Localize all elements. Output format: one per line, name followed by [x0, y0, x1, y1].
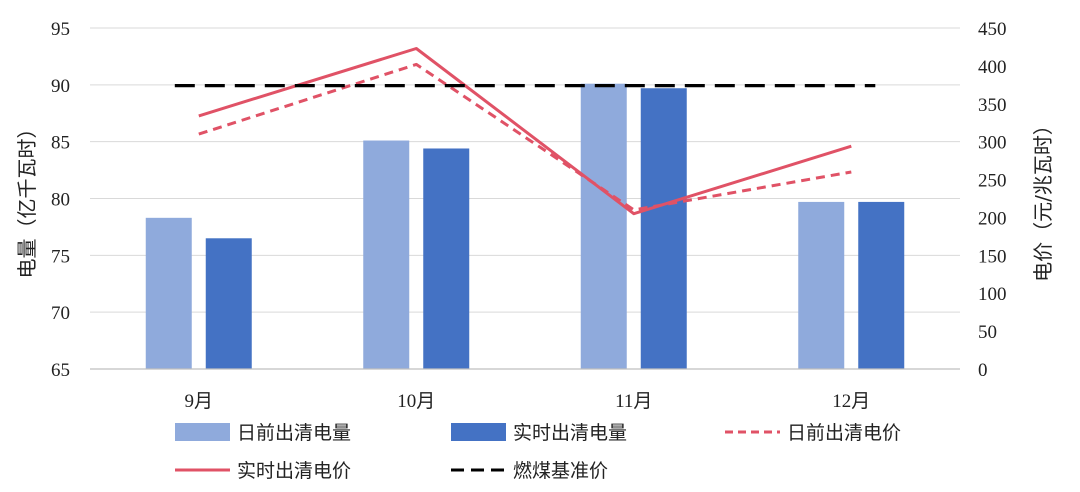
series-line — [198, 62, 852, 212]
y2-tick-label: 150 — [978, 246, 1007, 267]
y-tick-label: 80 — [51, 190, 70, 211]
y2-tick-label: 250 — [978, 171, 1007, 192]
y-tick-label: 70 — [51, 303, 70, 324]
y2-tick-label: 300 — [978, 133, 1007, 154]
y2-tick-label: 400 — [978, 57, 1007, 78]
bar — [363, 140, 410, 369]
legend-label: 日前出清电价 — [787, 422, 901, 444]
y2-tick-label: 50 — [978, 322, 997, 343]
bar — [423, 148, 470, 369]
y-tick-label: 95 — [51, 19, 70, 40]
x-tick-label: 10月 — [397, 391, 435, 412]
legend-label: 日前出清电量 — [237, 422, 351, 444]
bar — [858, 201, 905, 369]
bar-series — [145, 83, 905, 370]
bar — [205, 238, 252, 369]
x-tick-label: 11月 — [615, 391, 652, 412]
bar — [580, 83, 627, 370]
y-tick-label: 90 — [51, 76, 70, 97]
y2-axis-title: 电价（元/兆瓦时） — [1031, 115, 1055, 282]
line-series — [174, 47, 876, 216]
y2-tick-label: 350 — [978, 95, 1007, 116]
y-axis-title: 电量（亿千瓦时） — [15, 119, 39, 279]
series-line — [198, 47, 852, 216]
bar — [640, 88, 687, 369]
legend-swatch — [451, 423, 506, 441]
axes: 95 90 85 80 75 70 65 450 400 350 300 250 200 150 100 50… — [51, 19, 1007, 412]
y-tick-label: 85 — [51, 133, 70, 154]
y-tick-label: 65 — [51, 360, 70, 381]
legend-label: 实时出清电价 — [237, 460, 351, 482]
y2-tick-label: 0 — [978, 360, 988, 381]
x-tick-label: 12月 — [832, 391, 870, 412]
x-tick-label: 9月 — [184, 391, 213, 412]
legend-label: 燃煤基准价 — [513, 460, 608, 482]
bar — [145, 217, 192, 369]
y2-tick-label: 450 — [978, 19, 1007, 40]
y2-tick-label: 100 — [978, 284, 1007, 305]
y-tick-label: 75 — [51, 246, 70, 267]
legend-swatch — [175, 423, 230, 441]
legend-label: 实时出清电量 — [513, 422, 627, 444]
bar — [798, 201, 845, 369]
y2-tick-label: 200 — [978, 208, 1007, 229]
